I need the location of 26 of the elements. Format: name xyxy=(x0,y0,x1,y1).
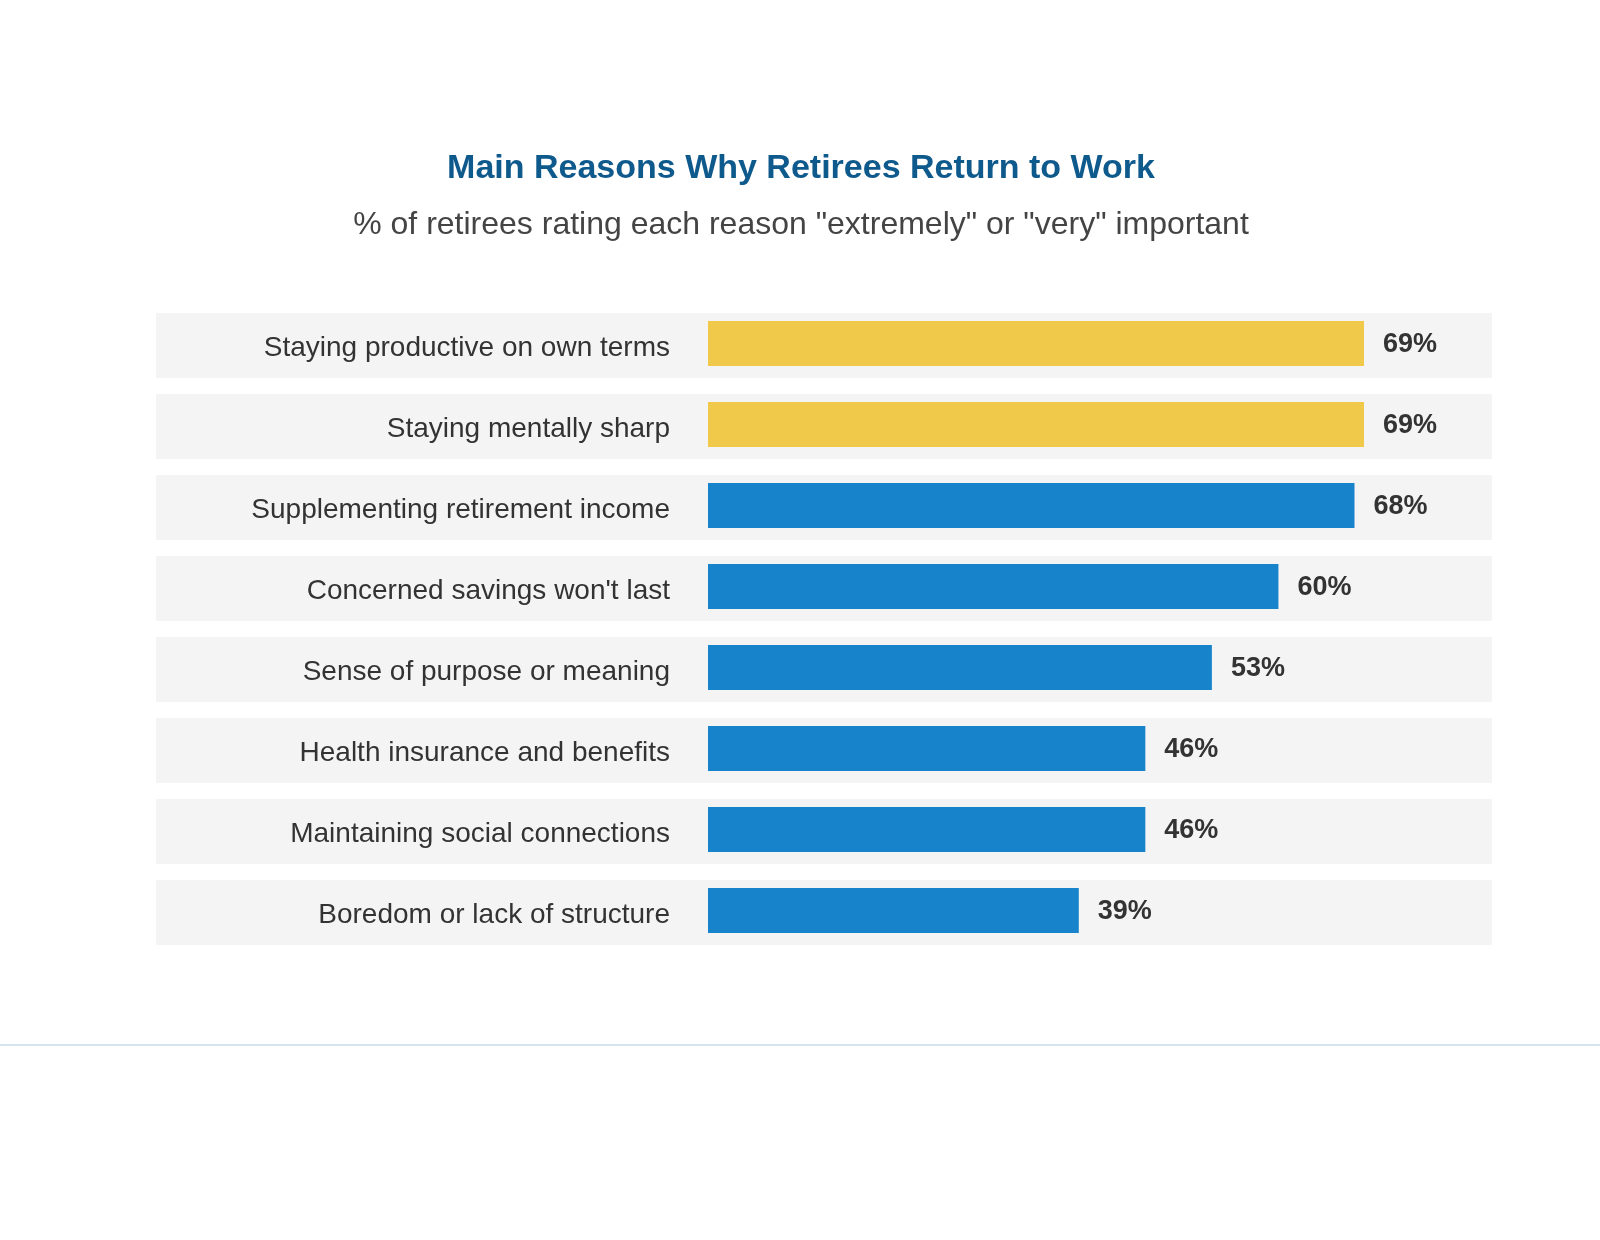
y-tick-label: Concerned savings won't last xyxy=(306,573,671,605)
y-tick-label: Staying mentally sharp xyxy=(386,411,670,443)
bar xyxy=(708,564,1279,609)
data-label: 69% xyxy=(1383,327,1438,358)
y-tick-label: Health insurance and benefits xyxy=(299,735,670,767)
bar xyxy=(708,483,1355,528)
data-label: 68% xyxy=(1373,489,1428,520)
bar xyxy=(708,321,1364,366)
bar xyxy=(708,807,1146,852)
data-label: 39% xyxy=(1097,894,1152,925)
chart-title: Main Reasons Why Retirees Return to Work xyxy=(447,147,1156,185)
data-label: 60% xyxy=(1297,570,1352,601)
y-tick-label: Sense of purpose or meaning xyxy=(302,654,670,686)
y-tick-label: Supplementing retirement income xyxy=(251,492,670,524)
bar xyxy=(708,726,1146,771)
y-tick-label: Maintaining social connections xyxy=(290,816,670,848)
bar xyxy=(708,402,1364,447)
data-label: 53% xyxy=(1230,651,1285,682)
bar xyxy=(708,645,1212,690)
y-tick-label: Staying productive on own terms xyxy=(263,330,670,362)
chart-subtitle: % of retirees rating each reason "extremely" or "very" important xyxy=(353,205,1249,241)
data-label: 46% xyxy=(1164,813,1219,844)
y-tick-label: Boredom or lack of structure xyxy=(318,897,670,929)
data-label: 46% xyxy=(1164,732,1219,763)
bar xyxy=(708,888,1079,933)
data-label: 69% xyxy=(1383,408,1438,439)
